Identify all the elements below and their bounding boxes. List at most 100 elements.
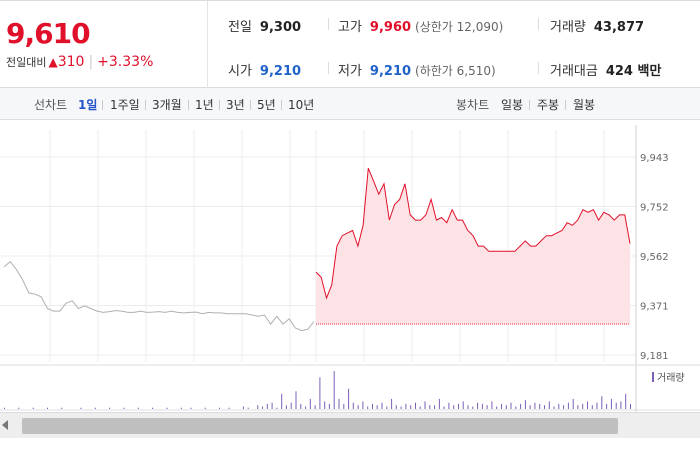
lower-limit: (하한가 6,510) xyxy=(415,64,496,78)
volume-bar xyxy=(262,406,263,409)
divider xyxy=(529,100,530,110)
stat-volume: 거래량 43,877 xyxy=(550,16,644,35)
change-value: 310 xyxy=(57,54,85,70)
chart-tab-bar: 선차트 1일 1주일 3개월 1년 3년 5년 10년 봉차트 일봉 주봉 월봉 xyxy=(0,88,700,120)
volume-bar xyxy=(247,407,249,409)
volume-bar xyxy=(32,407,34,409)
volume-bar xyxy=(338,398,340,409)
volume-bar xyxy=(395,405,397,409)
tab-3year[interactable]: 3년 xyxy=(226,98,245,112)
volume-bar xyxy=(438,398,440,409)
scroll-thumb[interactable] xyxy=(22,418,618,434)
divider xyxy=(565,100,566,110)
volume-bar xyxy=(386,406,388,409)
divider xyxy=(219,100,220,110)
volume-bar xyxy=(362,401,364,409)
volume-bar xyxy=(587,401,588,409)
volume-bar xyxy=(109,407,111,409)
volume-bar xyxy=(529,405,531,409)
quote-summary: 9,610 전일대비 ▲310 | +3.33% 전일 9,300 고가 9,960 (상한… xyxy=(0,0,700,88)
tab-1year[interactable]: 1년 xyxy=(195,98,214,112)
scroll-left-icon[interactable] xyxy=(2,420,8,430)
volume-bar xyxy=(601,396,603,409)
volume-bar xyxy=(558,403,560,409)
price-chart: 9,943 9,752 9,562 9,371 9,181 거래량 xyxy=(0,125,700,412)
volume-bar xyxy=(319,377,321,409)
stat-value: 9,210 xyxy=(259,64,302,79)
today-series xyxy=(315,168,631,300)
volume-bar xyxy=(376,405,378,409)
tab-weekly-candle[interactable]: 주봉 xyxy=(537,98,560,112)
volume-bar xyxy=(152,407,154,409)
volume-bar xyxy=(4,407,5,409)
volume-bar xyxy=(515,406,517,409)
tab-5year[interactable]: 5년 xyxy=(257,98,276,112)
stat-value: 43,877 xyxy=(593,20,645,35)
tab-10year[interactable]: 10년 xyxy=(288,98,315,112)
volume-bar xyxy=(491,401,493,409)
volume-bar xyxy=(615,402,617,409)
stat-label: 저가 xyxy=(338,64,362,79)
stat-label: 거래대금 xyxy=(550,64,598,79)
stat-label: 시가 xyxy=(228,64,252,79)
volume-bar xyxy=(501,403,502,409)
tab-3month[interactable]: 3개월 xyxy=(152,98,182,112)
volume-bar xyxy=(285,405,287,409)
volume-bar xyxy=(486,405,488,409)
volume-bar xyxy=(343,403,345,409)
tab-daily-candle[interactable]: 일봉 xyxy=(501,98,524,112)
divider: | xyxy=(88,54,94,70)
stat-label: 거래량 xyxy=(550,20,586,35)
volume-bar xyxy=(582,403,584,409)
today-price-area xyxy=(315,168,631,325)
volume-bar xyxy=(448,402,450,409)
volume-bar xyxy=(276,407,278,409)
volume-bar xyxy=(467,405,469,409)
tab-1week[interactable]: 1주일 xyxy=(110,98,140,112)
stat-value: 9,960 xyxy=(369,20,412,35)
candle-chart-label: 봉차트 xyxy=(456,98,490,112)
volume-bar xyxy=(472,406,474,409)
volume-bar xyxy=(567,402,569,409)
stat-value: 9,210 xyxy=(369,64,412,79)
volume-bar xyxy=(357,405,359,409)
tab-monthly-candle[interactable]: 월봉 xyxy=(573,98,596,112)
volume-bar xyxy=(266,403,268,409)
volume-bar xyxy=(372,403,373,409)
tab-1day[interactable]: 1일 xyxy=(78,98,98,112)
divider xyxy=(281,100,282,110)
volume-bar xyxy=(553,406,555,409)
volume-bar xyxy=(166,407,168,409)
y-tick-label: 9,752 xyxy=(640,203,669,214)
stat-high: 고가 9,960 (상한가 12,090) xyxy=(338,16,503,35)
volume-bar xyxy=(190,407,192,409)
volume-bar xyxy=(80,407,82,409)
volume-bar xyxy=(443,406,445,409)
prev-day-series xyxy=(3,260,315,332)
volume-bar xyxy=(505,405,507,409)
volume-bar xyxy=(180,407,182,409)
up-triangle-icon: ▲ xyxy=(48,55,58,69)
volume-bar xyxy=(305,406,307,409)
volume-bar xyxy=(61,407,63,409)
volume-bar xyxy=(520,403,522,409)
volume-bar xyxy=(309,398,311,409)
volume-bar xyxy=(391,398,393,409)
volume-bar xyxy=(462,401,464,409)
volume-bar xyxy=(610,398,612,409)
volume-bar xyxy=(137,407,139,409)
volume-bar xyxy=(367,406,369,409)
volume-bar xyxy=(333,371,335,409)
upper-limit: (상한가 12,090) xyxy=(415,20,504,34)
volume-bar xyxy=(572,398,574,409)
volume-bar xyxy=(400,406,402,409)
volume-bar xyxy=(204,407,206,409)
volume-legend-swatch xyxy=(652,372,654,382)
volume-bar xyxy=(219,407,220,409)
divider xyxy=(538,62,539,74)
price-box: 9,610 전일대비 ▲310 | +3.33% xyxy=(0,1,208,88)
stat-low: 저가 9,210 (하한가 6,510) xyxy=(338,60,496,79)
volume-bar xyxy=(415,402,416,409)
chart-scrollbar[interactable] xyxy=(0,412,700,438)
stat-value: 424 백만 xyxy=(605,64,662,79)
